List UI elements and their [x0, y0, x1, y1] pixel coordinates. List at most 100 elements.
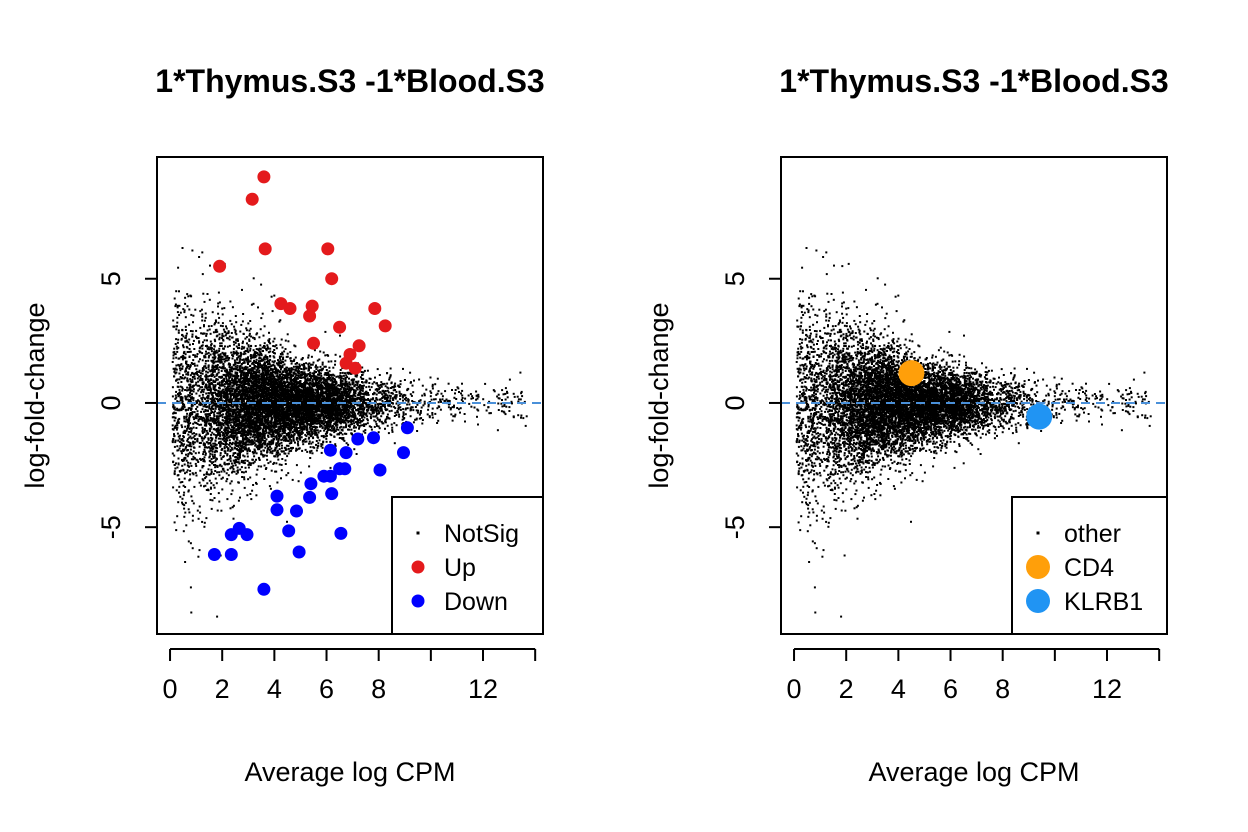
data-point-notsig — [244, 422, 247, 425]
data-point-notsig — [221, 355, 224, 358]
data-point-notsig — [298, 366, 301, 369]
data-point-notsig — [190, 458, 193, 461]
data-point-notsig — [268, 449, 271, 451]
data-point-notsig — [269, 487, 272, 490]
data-point-notsig — [285, 355, 288, 358]
data-point-notsig — [246, 399, 249, 402]
data-point-notsig — [196, 364, 199, 367]
data-point-notsig — [441, 395, 444, 398]
data-point-notsig — [203, 521, 206, 524]
data-point-notsig — [221, 332, 224, 335]
data-point-notsig — [208, 374, 211, 377]
data-point-notsig — [328, 370, 331, 373]
data-point-notsig — [306, 450, 309, 453]
data-point-notsig — [412, 391, 415, 394]
data-point-notsig — [315, 440, 318, 442]
data-point-notsig — [288, 376, 291, 379]
data-point-notsig — [196, 413, 199, 416]
data-point-notsig — [192, 436, 195, 439]
data-point-notsig — [261, 312, 264, 315]
data-point-notsig — [222, 436, 225, 439]
data-point-notsig — [254, 411, 257, 414]
data-point-notsig — [205, 489, 208, 491]
data-point-notsig — [317, 373, 319, 376]
data-point-notsig — [187, 295, 190, 298]
data-point-notsig — [186, 351, 189, 353]
data-point-notsig — [365, 423, 367, 426]
data-point-notsig — [255, 440, 258, 443]
data-point-notsig — [192, 458, 195, 461]
data-point-notsig — [258, 459, 261, 461]
data-point-notsig — [366, 422, 369, 425]
data-point-notsig — [324, 380, 327, 383]
data-point-notsig — [198, 371, 201, 373]
data-point-notsig — [265, 376, 268, 378]
data-point-notsig — [329, 412, 332, 415]
data-point-notsig — [206, 482, 209, 485]
data-point-notsig — [217, 395, 220, 398]
data-point-notsig — [233, 462, 236, 464]
data-point-notsig — [177, 439, 180, 442]
data-point-notsig — [374, 376, 376, 379]
data-point-notsig — [192, 339, 195, 342]
data-point-notsig — [180, 469, 183, 472]
data-point-notsig — [212, 331, 215, 334]
data-point-notsig — [184, 486, 187, 488]
data-point-notsig — [213, 420, 216, 423]
data-point-notsig — [362, 371, 365, 374]
data-point-notsig — [457, 387, 460, 390]
data-point-notsig — [226, 463, 229, 466]
data-point-notsig — [281, 375, 284, 378]
data-point-notsig — [281, 393, 284, 396]
data-point-notsig — [334, 353, 337, 356]
data-point-notsig — [199, 377, 202, 379]
data-point-notsig — [311, 452, 314, 455]
data-point-notsig — [405, 396, 408, 399]
data-point-notsig — [232, 363, 235, 366]
data-point-notsig — [378, 418, 381, 421]
data-point-notsig — [204, 409, 207, 411]
data-point-notsig — [184, 336, 187, 339]
data-point-notsig — [229, 395, 232, 397]
data-point-notsig — [201, 368, 204, 370]
data-point-notsig — [214, 397, 217, 400]
data-point-notsig — [240, 392, 243, 395]
data-point-notsig — [281, 438, 284, 441]
data-point-notsig — [252, 354, 255, 357]
data-point-notsig — [231, 306, 234, 309]
data-point-notsig — [181, 503, 184, 506]
data-point-notsig — [260, 450, 263, 453]
data-point-notsig — [292, 439, 295, 442]
data-point-notsig — [280, 373, 283, 376]
data-point-notsig — [213, 352, 216, 355]
data-point-notsig — [279, 368, 282, 371]
data-point-notsig — [310, 355, 313, 358]
data-point-notsig — [223, 385, 226, 388]
data-point-notsig — [236, 471, 239, 474]
data-point-notsig — [209, 417, 212, 419]
data-point-notsig — [175, 422, 178, 425]
data-point-notsig — [341, 394, 344, 397]
data-point-notsig — [208, 379, 210, 382]
data-point-notsig — [310, 363, 312, 366]
data-point-notsig — [519, 398, 522, 401]
data-point-notsig — [203, 473, 206, 476]
data-point-notsig — [188, 427, 191, 430]
data-point-notsig — [257, 364, 260, 367]
data-point-notsig — [322, 413, 325, 416]
data-point-notsig — [268, 366, 271, 368]
data-point-notsig — [317, 400, 320, 403]
data-point-notsig — [343, 439, 346, 442]
data-point-notsig — [230, 493, 233, 496]
data-point-notsig — [371, 412, 374, 415]
data-point-notsig — [242, 439, 245, 442]
data-point-notsig — [309, 424, 312, 427]
data-point-notsig — [190, 445, 193, 448]
data-point-notsig — [235, 418, 238, 421]
data-point-notsig — [227, 372, 229, 374]
data-point-notsig — [395, 395, 398, 398]
data-point-notsig — [261, 359, 263, 362]
data-point-notsig — [199, 386, 202, 389]
data-point-notsig — [257, 465, 260, 468]
